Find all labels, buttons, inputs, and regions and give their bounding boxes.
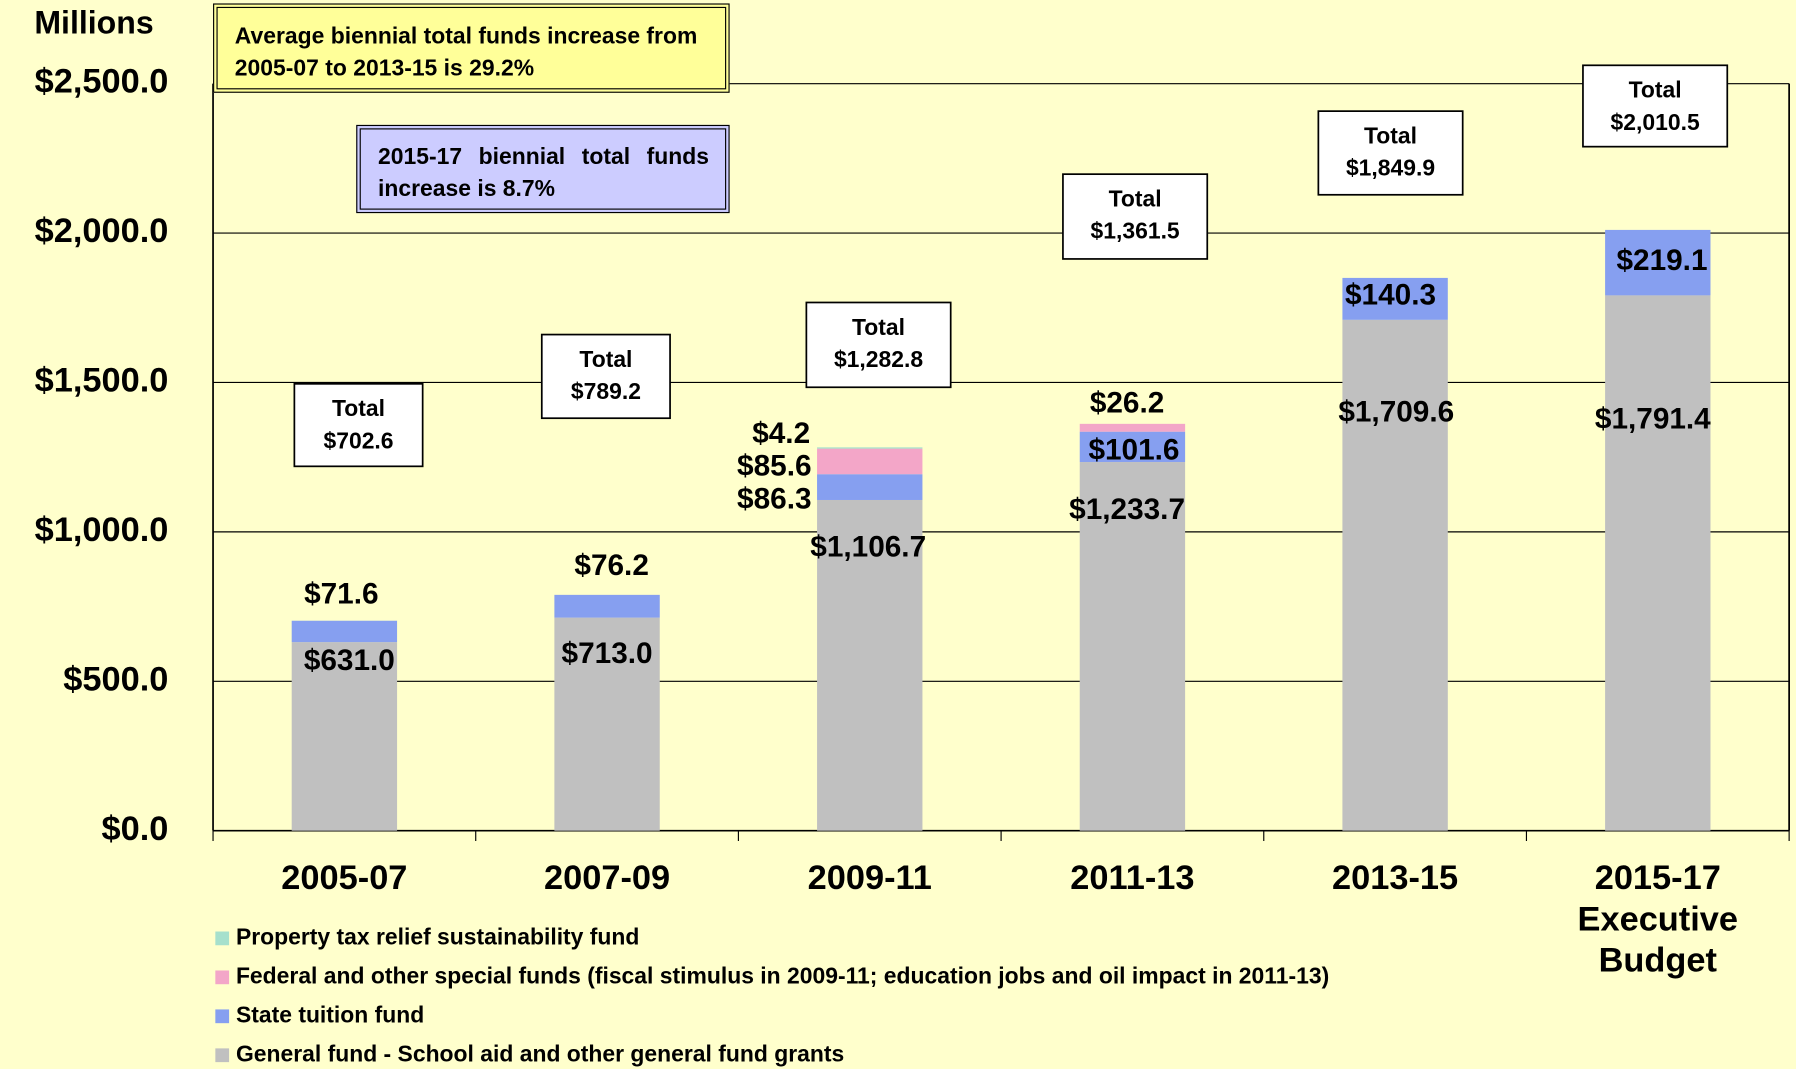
total-value-label: $1,361.5 [1091,218,1180,244]
bar-segment [1342,277,1448,320]
y-tick-label: $1,000.0 [35,511,169,549]
legend-swatch [215,1009,230,1024]
legend-swatch [215,1048,230,1063]
legend-label: Property tax relief sustainability fund [236,923,639,949]
x-tick-label: 2007-09 [543,859,671,898]
total-box [540,333,671,420]
annotation-box: Average biennial total funds increase fr… [213,3,730,93]
total-box [1317,110,1464,196]
annotation-box: 2015-17 biennial total funds increase is… [356,124,730,214]
x-tick-label: 2005-07 [281,859,408,898]
bar-segment [817,499,923,831]
bar-segment [1605,295,1711,831]
legend-label: General fund - School aid and other gene… [236,1040,844,1066]
bar-segment [554,617,660,831]
y-tick-label: $0.0 [102,810,169,848]
value-label: $140.3 [1345,279,1436,312]
value-label: $86.3 [737,483,811,516]
y-tick-label: $1,500.0 [35,362,169,400]
value-label: $1,709.6 [1338,395,1454,428]
value-label: $1,791.4 [1595,402,1711,435]
total-value-label: $2,010.5 [1611,109,1700,135]
value-label: $76.2 [574,549,648,582]
x-tick-label: 2015-17 Executive Budget [1577,859,1739,980]
total-label: Total [1629,77,1682,103]
value-label: $101.6 [1088,433,1179,466]
total-value-label: $789.2 [571,378,641,404]
y-axis-label: Millions [34,5,153,41]
total-value-label: $1,849.9 [1346,155,1435,181]
value-label: $631.0 [304,644,395,677]
y-tick-label: $2,000.0 [35,212,169,250]
bar-segment [291,642,398,831]
total-value-label: $702.6 [323,427,393,453]
bar-segment [1605,229,1711,296]
total-box [805,301,952,389]
bar-segment [554,594,660,618]
total-label: Total [579,346,632,372]
value-label: $1,106.7 [810,531,926,564]
value-label: $71.6 [304,578,378,611]
bar-segment [1342,319,1448,831]
value-label: $85.6 [737,449,811,482]
total-label: Total [852,314,905,340]
total-box [1582,64,1729,148]
legend-label: Federal and other special funds (fiscal … [236,962,1329,988]
bar-segment [1079,462,1186,831]
bar-segment [1079,423,1186,432]
value-label: $1,233.7 [1069,493,1185,526]
total-value-label: $1,282.8 [834,346,923,372]
total-label: Total [1364,123,1417,149]
legend-swatch [215,970,230,985]
bar-segment [817,448,923,475]
bar-segment [817,474,923,500]
total-label: Total [332,395,385,421]
y-tick-label: $500.0 [63,660,168,698]
value-label: $713.0 [562,637,653,670]
total-box [293,382,424,468]
value-label: $4.2 [752,417,810,450]
total-label: Total [1109,186,1162,212]
value-label: $26.2 [1090,386,1164,419]
x-tick-label: 2009-11 [807,859,932,898]
x-tick-label: 2013-15 [1332,859,1459,898]
bar-segment [1079,431,1186,463]
bar-segment [817,447,923,449]
value-label: $219.1 [1616,244,1707,277]
bar-segment [291,620,398,643]
legend-swatch [215,931,230,946]
legend-label: State tuition fund [236,1001,424,1027]
x-tick-label: 2011-13 [1070,859,1195,898]
y-tick-label: $2,500.0 [35,63,169,101]
total-box [1062,173,1209,260]
